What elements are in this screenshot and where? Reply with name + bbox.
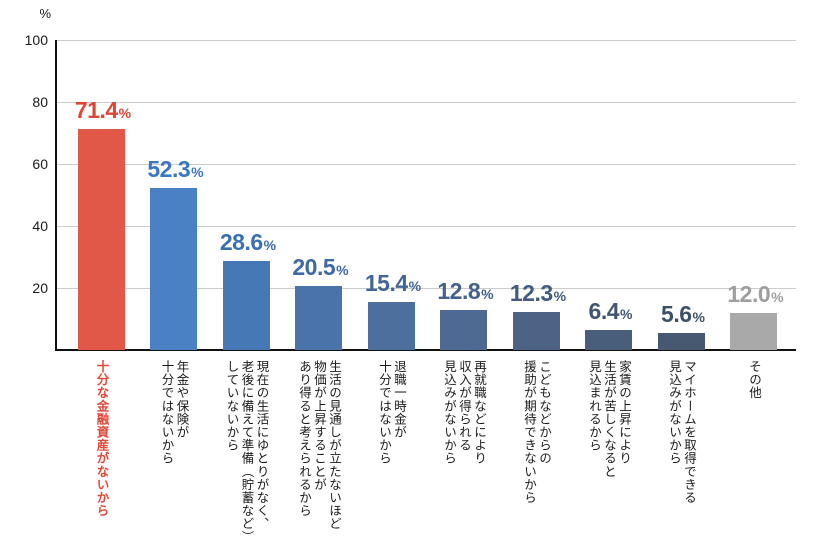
category-label: 再就職などにより 収入が得られる 見込みがないから [442,360,486,465]
bar [730,312,777,350]
value-number: 20.5 [292,254,336,281]
category-label: 家賃の上昇により 生活が苦しくなると 見込まれるから [587,360,631,478]
category-label: こどもなどからの 援助が期待できないから [522,360,551,505]
x-axis-line [55,349,796,351]
value-label: 12.0% [727,281,783,308]
gridline [56,39,796,41]
value-number: 12.8 [437,278,481,305]
gridline [56,287,796,289]
category-label: マイホームを取得できる 見込みがないから [667,360,696,505]
gridline [56,163,796,165]
value-label: 20.5% [292,254,348,281]
y-axis-line [55,40,57,350]
y-axis-unit-label: % [39,6,51,21]
category-label: 生活の見通しが立たないほど 物価が上昇することが あり得ると考えられるから [297,360,341,531]
gridline [56,101,796,103]
bar [77,128,125,350]
value-label: 6.4% [589,298,633,325]
value-label: 15.4% [365,270,421,297]
bar [585,330,632,350]
value-label: 71.4% [75,97,131,124]
bar [657,332,705,350]
percent-sign: % [481,286,494,303]
gridline [56,225,796,227]
percent-sign: % [263,237,277,254]
value-number: 28.6 [219,229,263,256]
value-number: 6.4 [588,298,620,325]
value-number: 15.4 [364,270,408,297]
y-tick-label: 40 [32,218,48,234]
y-tick-label: 20 [32,280,48,296]
category-label: 現在の生活にゆとりがなく、 老後に備えて準備（貯蓄など） していないから [224,360,269,544]
value-number: 5.6 [661,300,692,327]
percent-sign: % [408,278,422,295]
bar [150,187,197,350]
percent-sign: % [692,308,705,325]
bar [512,311,560,350]
value-label: 52.3% [147,156,203,183]
value-number: 12.3 [509,279,553,306]
bar [367,302,415,350]
y-tick-label: 100 [24,32,48,48]
value-number: 12.0 [727,280,771,307]
percent-sign: % [118,104,132,121]
value-label: 12.8% [437,278,493,305]
percent-sign: % [336,262,349,279]
percent-sign: % [620,306,633,323]
percent-sign: % [771,288,784,305]
bar [295,286,342,350]
category-label: その他 [747,360,761,400]
value-label: 5.6% [661,301,705,328]
bar [222,261,270,350]
category-label: 十分な金融資産がないから [94,360,109,518]
category-label: 年金や保険が 十分ではないから [159,360,189,465]
percent-sign: % [553,287,567,304]
category-label: 退職一時金が 十分ではないから [377,360,406,465]
y-tick-label: 60 [32,156,48,172]
value-label: 28.6% [220,229,276,256]
value-number: 52.3 [147,155,191,182]
y-tick-label: 80 [32,94,48,110]
percent-sign: % [191,163,204,180]
value-number: 71.4 [74,96,118,123]
bar [440,310,487,350]
value-label: 12.3% [510,280,566,307]
